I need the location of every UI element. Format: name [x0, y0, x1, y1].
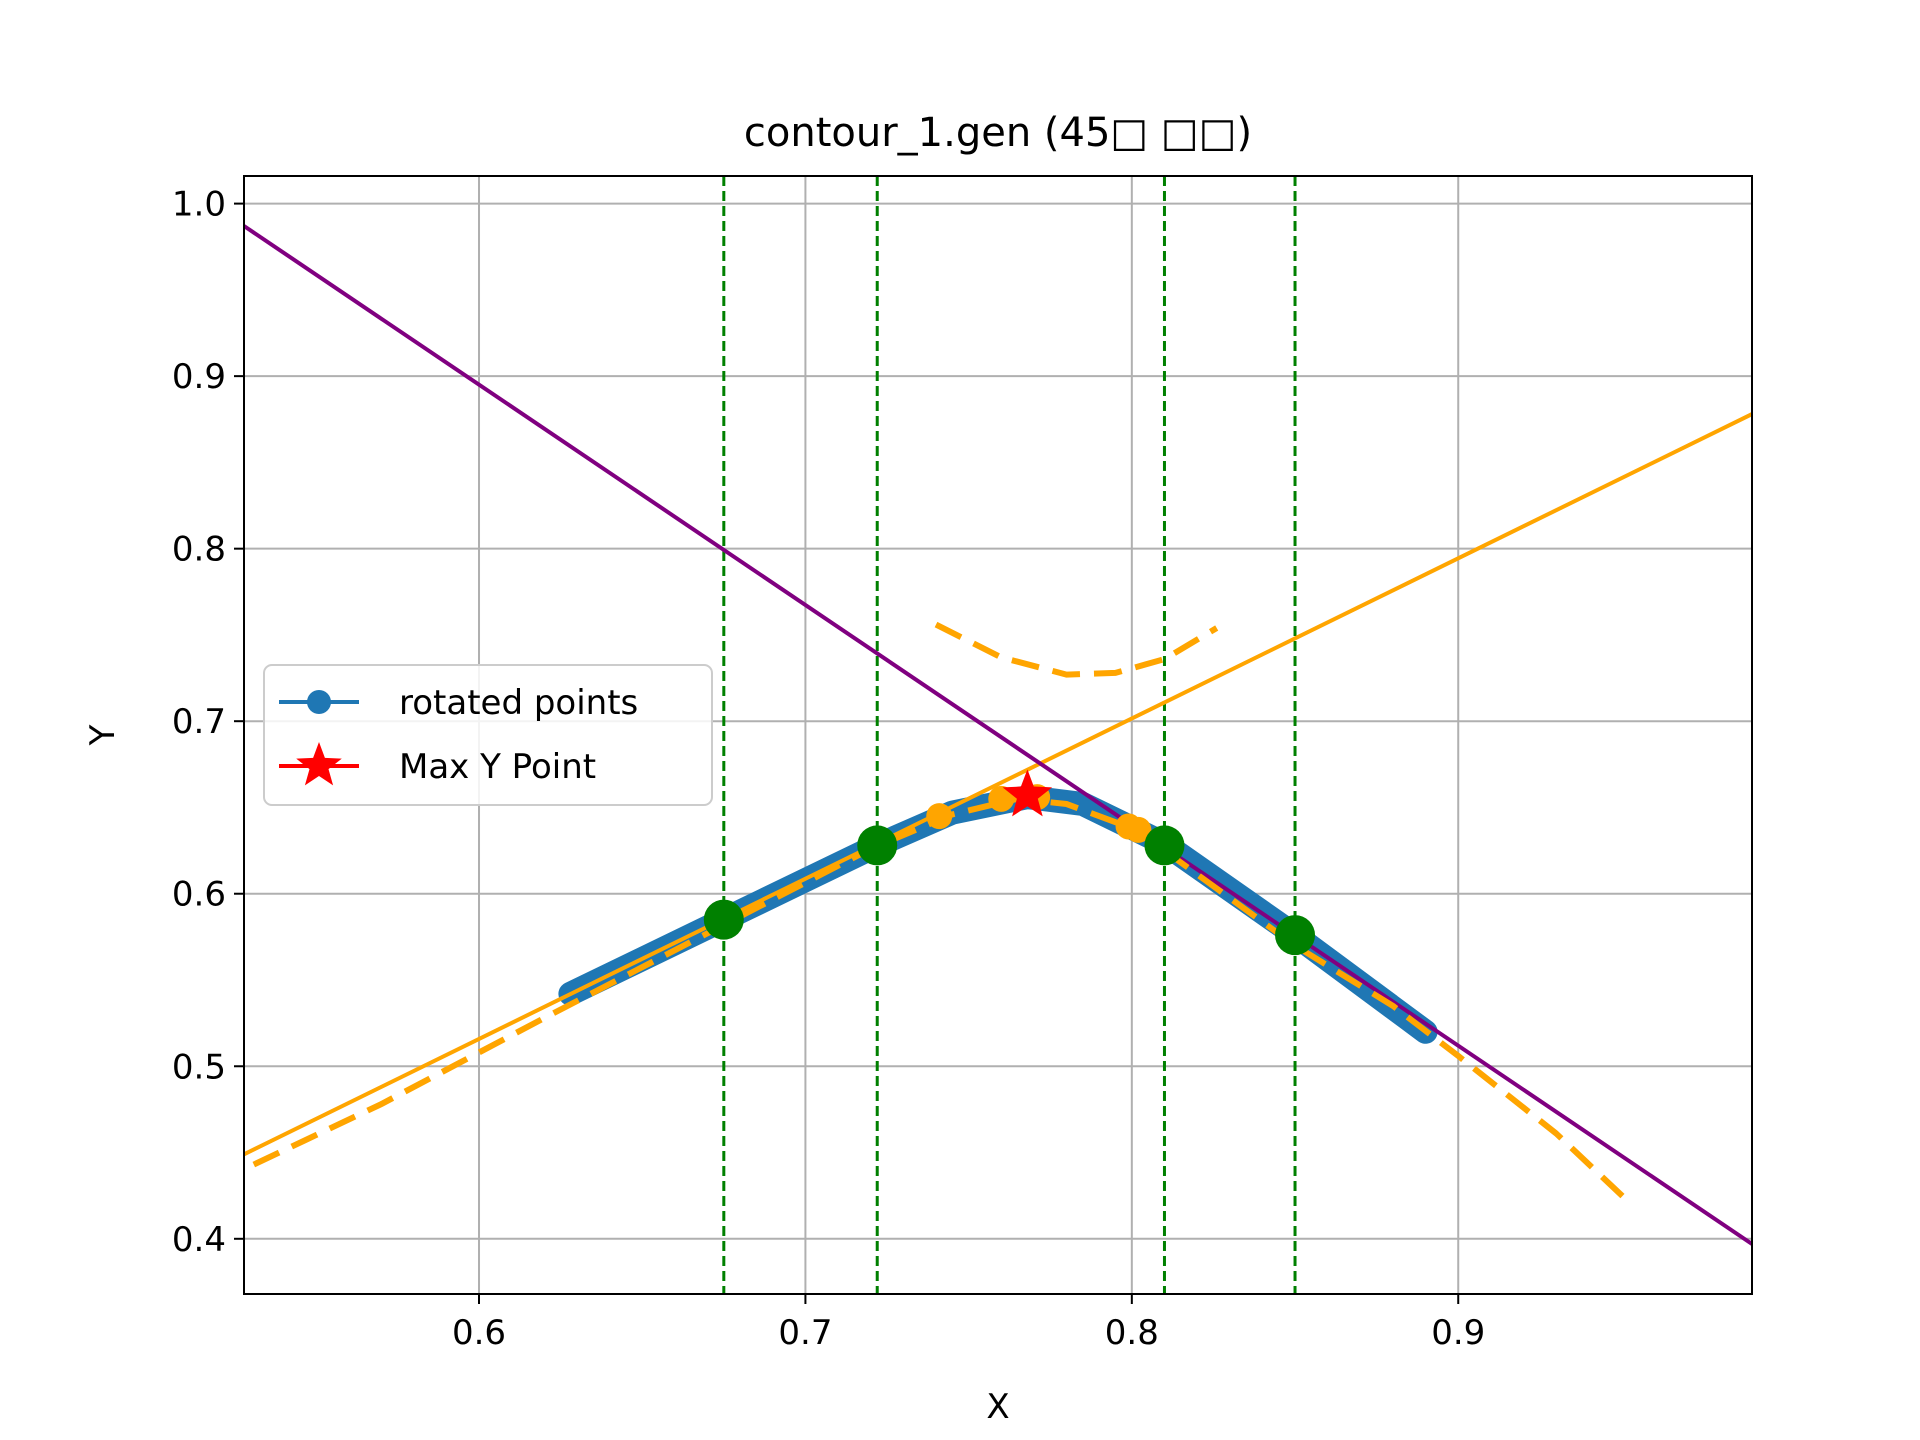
- y-tick-label: 0.8: [172, 530, 226, 570]
- orange-point-marker: [1125, 816, 1152, 843]
- legend-label-rotated-points: rotated points: [399, 683, 638, 723]
- chart-title: contour_1.gen (45□ □□): [744, 110, 1252, 156]
- y-axis-label: Y: [83, 724, 123, 746]
- x-tick-label: 0.6: [452, 1313, 506, 1353]
- straight-line: [244, 224, 1752, 1246]
- dashed-curve: [934, 621, 1219, 678]
- legend-star-swatch: [296, 742, 342, 786]
- legend-marker-swatch: [307, 690, 331, 714]
- green-point-marker: [1144, 825, 1185, 866]
- legend-box: [263, 664, 713, 806]
- green-point-marker: [857, 825, 898, 866]
- y-tick-label: 0.4: [172, 1220, 226, 1260]
- data-layer: [244, 176, 1752, 1294]
- x-axis-label: X: [986, 1387, 1009, 1427]
- x-tick-label: 0.9: [1431, 1313, 1485, 1353]
- legend-label-max-y-point: Max Y Point: [399, 747, 596, 787]
- y-tick-label: 0.6: [172, 875, 226, 915]
- x-tick-label: 0.8: [1105, 1313, 1159, 1353]
- green-point-marker: [703, 899, 744, 940]
- orange-point-marker: [988, 785, 1015, 812]
- y-tick-label: 0.7: [172, 702, 226, 742]
- x-tick-label: 0.7: [778, 1313, 832, 1353]
- max-y-point-star: [1002, 769, 1053, 817]
- green-point-marker: [1275, 915, 1316, 956]
- y-tick-label: 0.9: [172, 357, 226, 397]
- straight-line: [244, 412, 1752, 1157]
- legend: rotated points Max Y Point: [263, 664, 713, 806]
- dashed-curve: [252, 795, 1634, 1207]
- plot-frame: [243, 175, 1753, 1295]
- y-tick-label: 0.5: [172, 1047, 226, 1087]
- axis-ticks: 0.6 0.7 0.8 0.9 0.4 0.5 0.6 0.7 0.8 0.9 1.0: [172, 185, 1485, 1353]
- y-tick-label: 1.0: [172, 185, 226, 225]
- orange-point-marker: [926, 803, 953, 830]
